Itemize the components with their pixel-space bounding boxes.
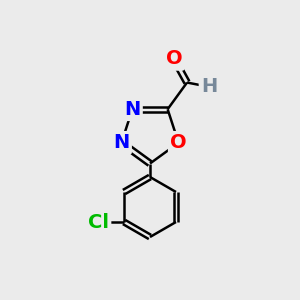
Text: O: O [166,50,182,68]
Text: N: N [124,100,140,119]
Text: N: N [113,133,130,152]
Text: H: H [201,77,217,96]
Text: Cl: Cl [88,212,109,232]
Text: O: O [170,133,187,152]
